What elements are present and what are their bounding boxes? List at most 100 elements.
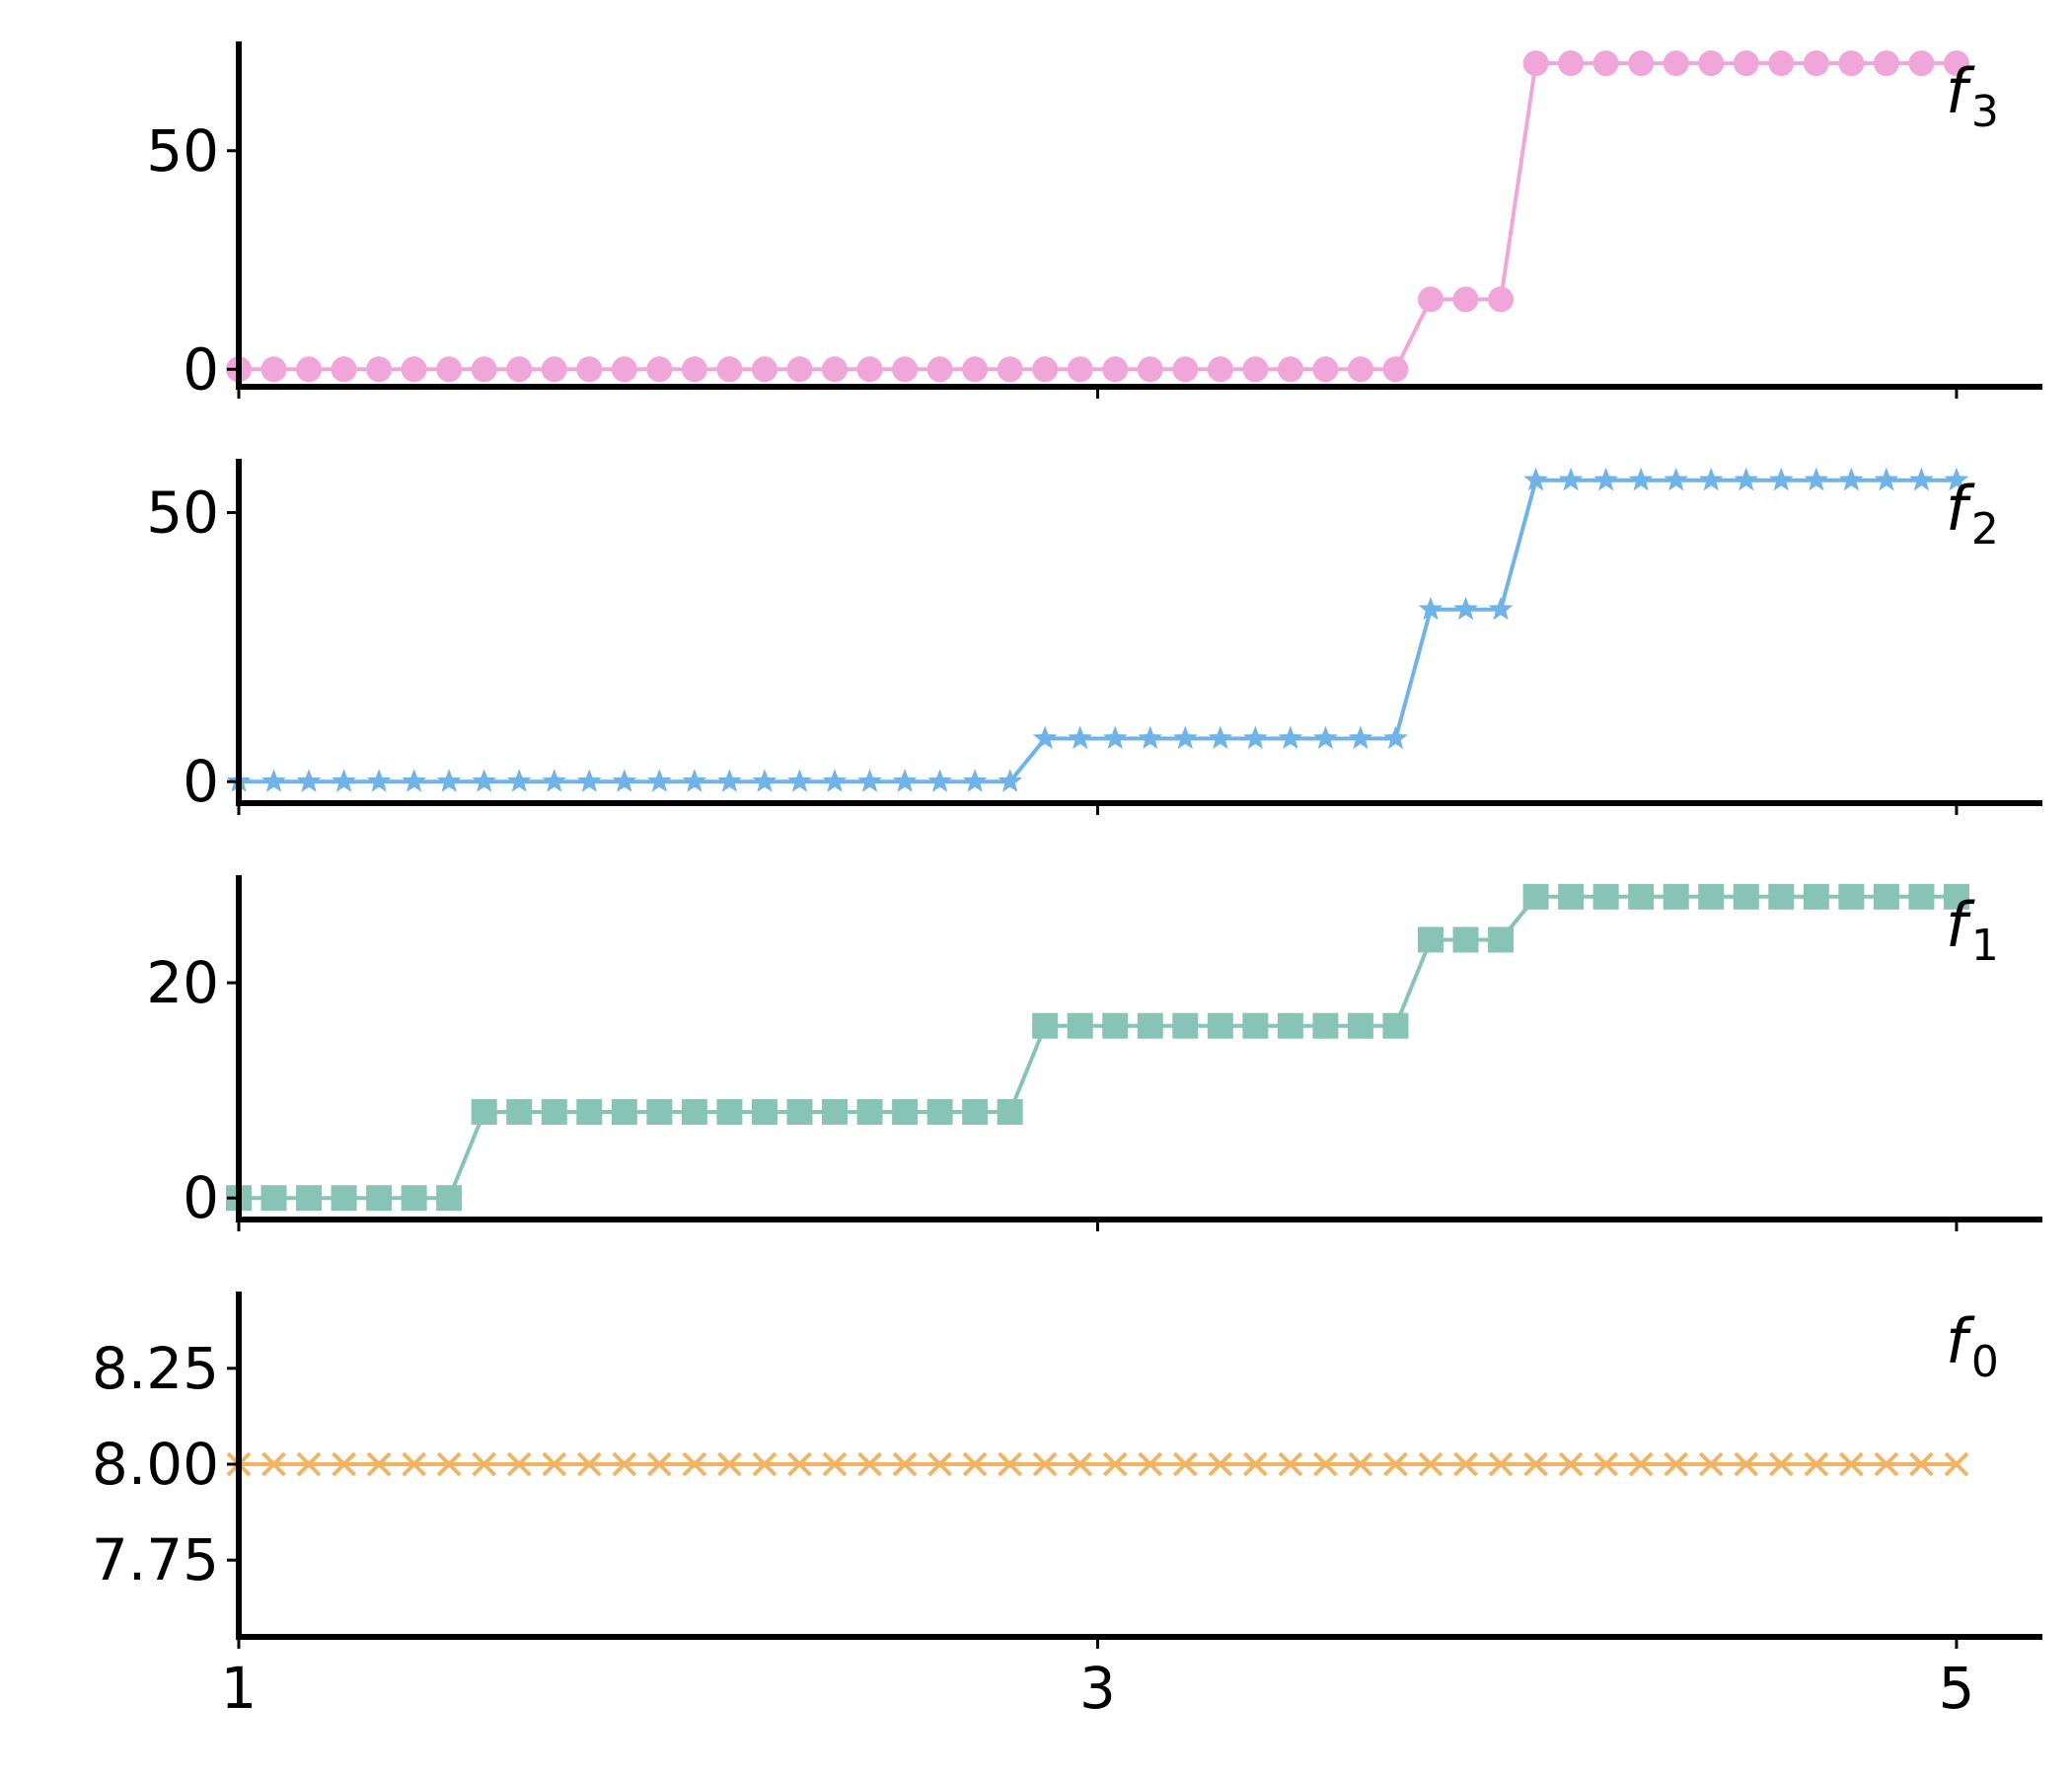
data-point-f1 bbox=[1838, 883, 1865, 910]
series-label-f3: f3 bbox=[1946, 55, 1999, 137]
y-tick-label-f3: 0 bbox=[183, 335, 219, 403]
data-point-f3 bbox=[856, 356, 883, 383]
data-point-f0 bbox=[332, 1451, 357, 1477]
data-point-f1 bbox=[751, 1098, 777, 1125]
data-point-f1 bbox=[296, 1185, 323, 1212]
data-point-f3 bbox=[1592, 50, 1619, 77]
data-point-f0 bbox=[1418, 1451, 1443, 1477]
series-label-f2: f2 bbox=[1946, 473, 1999, 555]
data-point-f3 bbox=[436, 356, 463, 383]
data-point-f2 bbox=[1453, 596, 1478, 621]
data-point-f2 bbox=[296, 769, 322, 792]
data-point-f2 bbox=[1593, 467, 1619, 491]
data-point-f2 bbox=[1488, 596, 1514, 621]
data-point-f2 bbox=[1734, 467, 1759, 491]
data-point-f0 bbox=[402, 1451, 427, 1477]
data-point-f2 bbox=[1944, 467, 1969, 491]
data-point-f2 bbox=[1102, 725, 1128, 750]
data-point-f0 bbox=[1278, 1451, 1303, 1477]
data-point-f3 bbox=[962, 356, 989, 383]
data-point-f0 bbox=[1453, 1451, 1478, 1477]
data-point-f0 bbox=[296, 1451, 322, 1477]
data-point-f2 bbox=[1138, 725, 1163, 750]
data-point-f2 bbox=[1558, 467, 1584, 491]
data-point-f2 bbox=[1628, 467, 1654, 491]
data-point-f1 bbox=[1698, 883, 1725, 910]
data-point-f0 bbox=[1593, 1451, 1619, 1477]
data-point-f0 bbox=[1768, 1451, 1794, 1477]
data-point-f3 bbox=[1873, 50, 1899, 77]
data-point-f1 bbox=[331, 1185, 357, 1212]
data-point-f1 bbox=[1382, 1012, 1409, 1039]
y-tick-label-f0: 8.25 bbox=[92, 1335, 219, 1402]
markers-f1 bbox=[226, 883, 1969, 1212]
panel-f2: 0 50 f2 bbox=[146, 459, 2042, 815]
data-point-f2 bbox=[542, 769, 567, 792]
data-point-f3 bbox=[260, 356, 287, 383]
data-point-f3 bbox=[541, 356, 567, 383]
data-point-f1 bbox=[681, 1098, 707, 1125]
data-point-f2 bbox=[1172, 725, 1198, 750]
data-point-f0 bbox=[646, 1451, 672, 1477]
data-point-f3 bbox=[401, 356, 427, 383]
data-point-f0 bbox=[542, 1451, 567, 1477]
data-point-f1 bbox=[1943, 883, 1969, 910]
data-point-f1 bbox=[506, 1098, 533, 1125]
y-tick-label-f3: 50 bbox=[146, 117, 219, 185]
data-point-f3 bbox=[1418, 286, 1444, 313]
data-point-f2 bbox=[1208, 725, 1233, 750]
data-point-f1 bbox=[1558, 883, 1585, 910]
data-point-f0 bbox=[366, 1451, 392, 1477]
x-tick-label-f0: 5 bbox=[1938, 1655, 1974, 1722]
data-point-f2 bbox=[787, 769, 812, 792]
data-point-f0 bbox=[261, 1451, 286, 1477]
data-point-f0 bbox=[1068, 1451, 1093, 1477]
data-point-f1 bbox=[997, 1098, 1023, 1125]
data-point-f1 bbox=[1488, 926, 1515, 953]
data-point-f1 bbox=[822, 1098, 849, 1125]
data-point-f2 bbox=[1313, 725, 1338, 750]
data-point-f0 bbox=[892, 1451, 918, 1477]
data-point-f2 bbox=[1664, 467, 1689, 491]
data-point-f1 bbox=[856, 1098, 883, 1125]
data-point-f1 bbox=[646, 1098, 673, 1125]
series-label-f1: f1 bbox=[1946, 889, 1999, 971]
data-point-f3 bbox=[576, 356, 603, 383]
data-point-f3 bbox=[1522, 50, 1549, 77]
data-point-f0 bbox=[436, 1451, 462, 1477]
data-point-f1 bbox=[892, 1098, 919, 1125]
data-point-f1 bbox=[1768, 883, 1795, 910]
data-point-f2 bbox=[998, 769, 1023, 792]
data-point-f3 bbox=[1733, 50, 1759, 77]
data-point-f0 bbox=[1172, 1451, 1198, 1477]
y-tick-label-f1: 0 bbox=[183, 1164, 219, 1231]
data-point-f0 bbox=[717, 1451, 742, 1477]
panel-f1: 0 20 f1 bbox=[146, 875, 2042, 1231]
data-point-f3 bbox=[1908, 50, 1935, 77]
data-point-f2 bbox=[892, 769, 918, 792]
data-point-f3 bbox=[1347, 356, 1373, 383]
data-point-f1 bbox=[926, 1098, 953, 1125]
data-point-f2 bbox=[1768, 467, 1794, 491]
data-point-f3 bbox=[296, 356, 323, 383]
data-point-f2 bbox=[1523, 467, 1548, 491]
data-point-f2 bbox=[927, 769, 952, 792]
y-tick-label-f2: 50 bbox=[146, 480, 219, 547]
data-point-f3 bbox=[997, 356, 1023, 383]
panel-f3: 0 50 f3 bbox=[146, 41, 2042, 403]
data-point-f1 bbox=[1628, 883, 1655, 910]
data-point-f0 bbox=[998, 1451, 1023, 1477]
data-point-f3 bbox=[611, 356, 637, 383]
data-point-f3 bbox=[1137, 356, 1163, 383]
data-point-f2 bbox=[752, 769, 777, 792]
data-point-f0 bbox=[1838, 1451, 1864, 1477]
markers-f0 bbox=[226, 1451, 1969, 1477]
data-point-f1 bbox=[1592, 883, 1619, 910]
data-point-f1 bbox=[471, 1098, 497, 1125]
data-point-f1 bbox=[436, 1185, 463, 1212]
data-point-f3 bbox=[1768, 50, 1795, 77]
data-point-f2 bbox=[962, 769, 988, 792]
data-point-f2 bbox=[506, 769, 532, 792]
data-point-f0 bbox=[1523, 1451, 1549, 1477]
x-tick-label-f0: 3 bbox=[1079, 1655, 1116, 1722]
